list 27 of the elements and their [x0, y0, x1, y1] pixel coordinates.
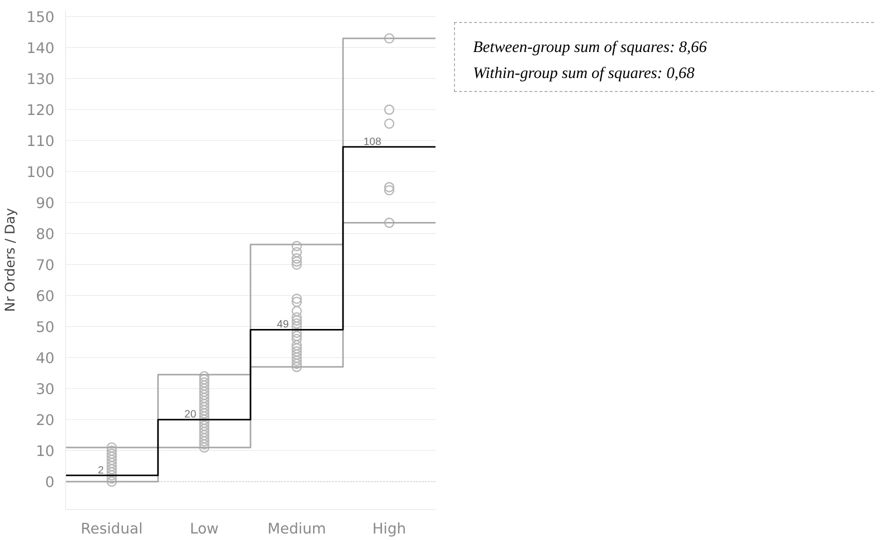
data-label: 108 — [363, 136, 382, 148]
y-tick-label: 130 — [26, 71, 55, 88]
y-tick-label: 90 — [36, 195, 55, 212]
data-label: 49 — [276, 318, 289, 331]
x-tick-label: Medium — [267, 520, 326, 538]
y-tick-label: 20 — [36, 412, 55, 430]
y-tick-label: 0 — [45, 474, 55, 492]
y-tick-label: 140 — [26, 40, 55, 58]
x-tick-label: Low — [190, 520, 219, 538]
y-tick-label: 50 — [36, 319, 55, 336]
y-tick-label: 150 — [26, 9, 55, 26]
y-tick-label: 70 — [36, 257, 55, 274]
data-label: 2 — [98, 464, 104, 476]
y-tick-label: 80 — [36, 226, 55, 244]
text: Within-group sum of squares: 0,68 — [473, 65, 694, 82]
y-tick-label: 100 — [26, 164, 55, 182]
y-tick-label: 10 — [36, 443, 55, 460]
y-tick-label: 60 — [36, 288, 55, 306]
data-label: 20 — [184, 408, 196, 421]
y-tick-label: 110 — [26, 133, 55, 150]
y-axis-title: Nr Orders / Day — [4, 208, 19, 312]
y-tick-label: 30 — [36, 381, 55, 398]
text: Between-group sum of squares: 8,66 — [473, 39, 707, 56]
x-tick-label: High — [372, 520, 406, 538]
y-tick-label: 40 — [36, 350, 55, 368]
x-tick-label: Residual — [80, 520, 143, 538]
y-tick-label: 120 — [26, 102, 55, 120]
